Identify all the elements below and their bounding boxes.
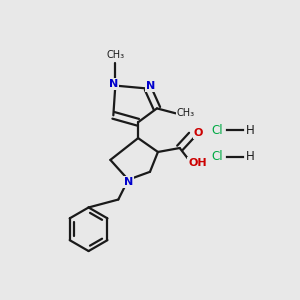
Text: OH: OH <box>188 158 207 168</box>
Text: O: O <box>194 128 203 138</box>
Text: CH₃: CH₃ <box>106 50 124 60</box>
Text: H: H <box>246 124 254 137</box>
Text: N: N <box>109 79 118 88</box>
Text: Cl: Cl <box>212 150 223 164</box>
Text: N: N <box>124 177 133 187</box>
Text: Cl: Cl <box>212 124 223 137</box>
Text: N: N <box>146 81 156 91</box>
Text: H: H <box>246 150 254 164</box>
Text: CH₃: CH₃ <box>177 108 195 118</box>
